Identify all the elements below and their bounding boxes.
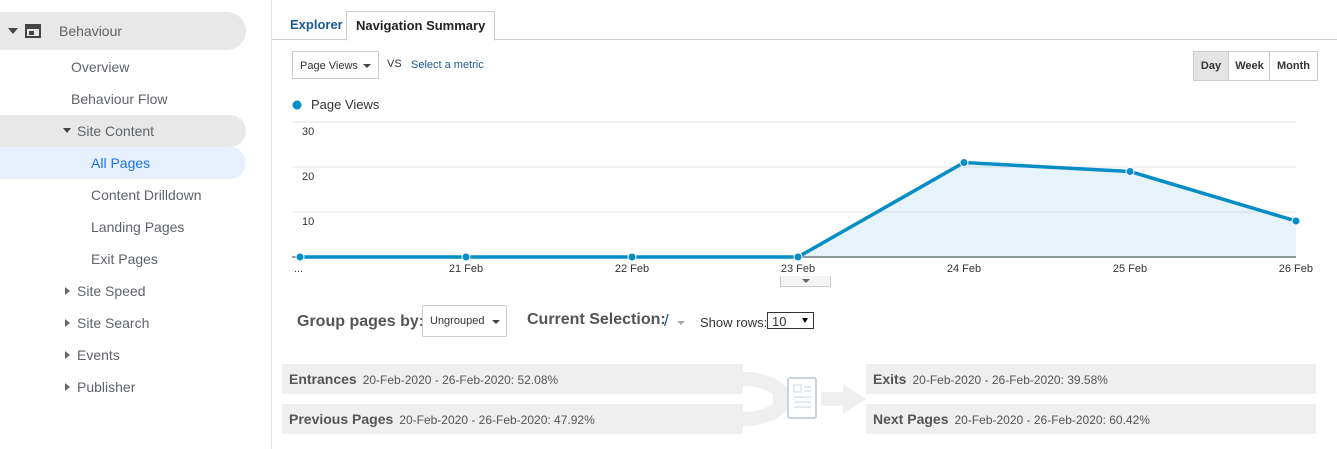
period-button[interactable]: Day — [1193, 51, 1229, 81]
period-button[interactable]: Month — [1269, 51, 1318, 81]
point — [1291, 216, 1301, 226]
flow-box[interactable]: Previous Pages 20-Feb-2020 - 26-Feb-2020:… — [282, 404, 743, 434]
nav-item[interactable]: Behaviour Flow — [71, 91, 168, 107]
area — [300, 162, 1296, 257]
flow-label: Exits — [873, 371, 907, 387]
toggle-arrow — [802, 279, 810, 283]
flow-text: 20-Feb-2020 - 26-Feb-2020: 39.58% — [912, 373, 1108, 387]
flow-text: 20-Feb-2020 - 26-Feb-2020: 47.92% — [399, 413, 595, 427]
dropdown-arrow — [492, 320, 500, 324]
nav-item[interactable]: Site Speed — [77, 283, 146, 299]
section-icon — [25, 24, 41, 38]
nav-item[interactable]: Site Content — [77, 123, 155, 139]
flow-label: Entrances — [289, 371, 357, 387]
sidebar: Behaviour Overview Behaviour Flow Site C… — [0, 0, 272, 449]
y-tick-label: 20 — [302, 171, 314, 183]
selection-label: Current Selection: — [527, 311, 666, 328]
group-label: Group pages by: — [297, 313, 425, 330]
flow-label: Next Pages — [873, 411, 949, 427]
nav-item[interactable]: Publisher — [77, 379, 136, 395]
chart: Page Views 10 20 30... 21 Feb 22 Feb 23 Feb 24 … — [292, 97, 1313, 275]
tab[interactable]: Explorer — [290, 17, 343, 32]
flow-arrows — [743, 372, 866, 426]
nav-item[interactable]: Exit Pages — [91, 251, 158, 267]
x-tick-label: 21 Feb — [449, 263, 483, 275]
flow-text: 20-Feb-2020 - 26-Feb-2020: 52.08% — [362, 373, 559, 387]
legend-label: Page Views — [311, 97, 380, 112]
metric-value: Page Views — [300, 60, 358, 72]
tab-rule — [272, 39, 1337, 40]
chart-toggle[interactable] — [780, 276, 831, 287]
group-dropdown[interactable]: Ungrouped — [422, 305, 507, 337]
collapse-icon — [65, 351, 70, 359]
collapse-icon — [65, 383, 70, 391]
point — [959, 158, 969, 167]
tab-active[interactable]: Navigation Summary — [346, 11, 496, 41]
rows-select[interactable]: 10 — [767, 312, 814, 329]
metric-dropdown[interactable]: Page Views — [292, 51, 379, 79]
active-section — [0, 12, 246, 50]
vs-label: VS — [387, 58, 402, 70]
nav-item[interactable]: Behaviour — [59, 23, 123, 39]
point — [461, 252, 471, 262]
nav-item[interactable]: Events — [77, 347, 120, 363]
x-tick-label: ... — [294, 263, 303, 275]
x-tick-label: 26 Feb — [1279, 263, 1313, 275]
flow-box[interactable]: Next Pages 20-Feb-2020 - 26-Feb-2020: 60.… — [866, 404, 1316, 434]
period-button[interactable]: Week — [1228, 51, 1271, 81]
expand-icon — [8, 28, 18, 34]
flow-label: Previous Pages — [289, 411, 394, 427]
flow-text: 20-Feb-2020 - 26-Feb-2020: 60.42% — [954, 413, 1150, 427]
nav-item[interactable]: Content Drilldown — [91, 187, 202, 203]
point — [627, 252, 637, 262]
point — [1125, 167, 1135, 176]
flow-box[interactable]: Exits 20-Feb-2020 - 26-Feb-2020: 39.58% — [866, 364, 1316, 394]
y-tick-label: 30 — [302, 126, 314, 138]
dropdown-arrow — [802, 318, 808, 323]
point — [295, 252, 305, 262]
rows-label: Show rows: — [700, 315, 768, 330]
group-value: Ungrouped — [430, 315, 485, 327]
point — [793, 252, 803, 262]
legend-marker — [292, 100, 302, 110]
collapse-icon — [65, 287, 70, 295]
rows-value: 10 — [772, 314, 787, 329]
nav-item[interactable]: Landing Pages — [91, 219, 185, 235]
selection-value[interactable]: / — [664, 311, 669, 330]
x-tick-label: 25 Feb — [1113, 263, 1147, 275]
selection-arrow — [677, 321, 685, 325]
expand-icon — [63, 128, 71, 133]
active-page — [0, 147, 246, 179]
nav-item[interactable]: All Pages — [91, 155, 151, 171]
active-group — [0, 115, 246, 147]
x-tick-label: 22 Feb — [615, 263, 649, 275]
y-tick-label: 10 — [302, 216, 314, 228]
x-tick-label: 23 Feb — [781, 263, 815, 275]
dropdown-arrow — [363, 64, 371, 68]
collapse-icon — [65, 319, 70, 327]
flow-box[interactable]: Entrances 20-Feb-2020 - 26-Feb-2020: 52.0… — [282, 364, 743, 394]
nav-item[interactable]: Overview — [71, 59, 130, 75]
x-tick-label: 24 Feb — [947, 263, 981, 275]
select-metric-link[interactable]: Select a metric — [411, 59, 484, 71]
nav-item[interactable]: Site Search — [77, 315, 150, 331]
